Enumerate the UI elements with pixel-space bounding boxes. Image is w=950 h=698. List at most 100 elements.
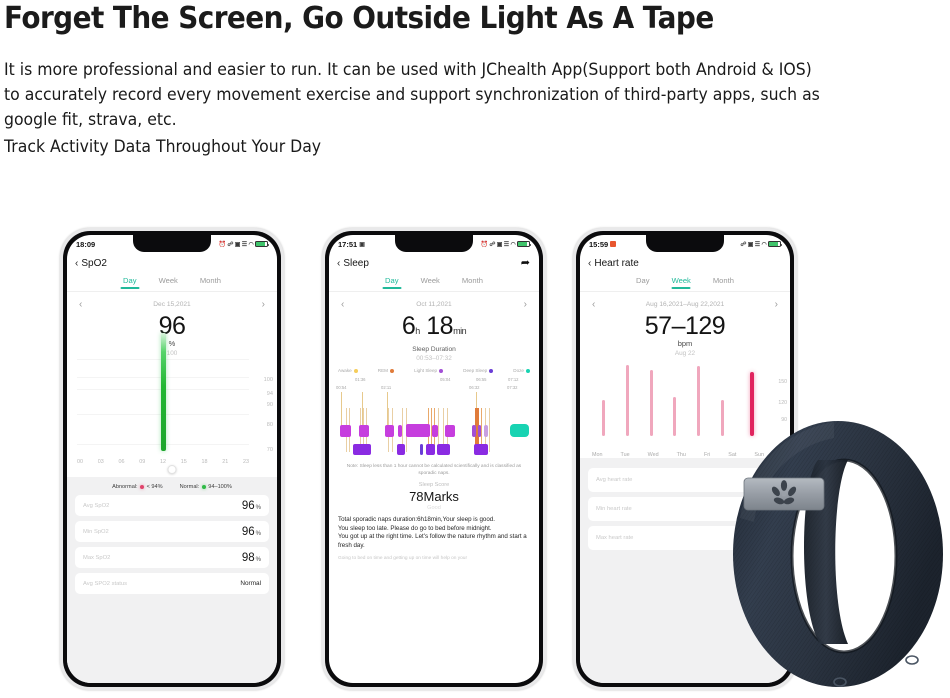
heart-rate-summary-panel: Avg heart rate Min heart rate Max heart …	[580, 458, 790, 683]
tab-month[interactable]: Month	[712, 276, 734, 285]
clasp	[743, 477, 825, 511]
spo2-gridlines	[77, 333, 249, 451]
tab-week[interactable]: Week	[420, 276, 440, 285]
advice-line-3: You got up at the right time. Let's foll…	[338, 533, 527, 549]
spo2-screen: 18:09 ⏰ ☍ ▣ ☰ ◠ ‹ SpO2	[67, 235, 277, 683]
heart-rate-chart: 150 120 90 Mon Tue Wed Thu Fri Sat Sun	[580, 358, 790, 458]
legend-abnormal-range: < 94%	[146, 484, 163, 490]
hr-ytick-150: 150	[778, 379, 787, 385]
back-icon[interactable]: ‹	[588, 257, 592, 269]
legend-normal-range: 94–100%	[208, 484, 232, 490]
spo2-ytick-94: 94	[266, 390, 273, 397]
hr-bar-wed	[650, 370, 654, 437]
status-bar-time: 15:59	[589, 239, 609, 249]
prev-date-button[interactable]: ‹	[592, 299, 596, 310]
hypno-time-4: 06:32	[469, 385, 480, 390]
screen-title: Sleep	[343, 258, 369, 269]
stat-row-spo2-status[interactable]: Avg SPO2 status Normal	[75, 573, 269, 594]
hr-xtick-sun: Sun	[754, 452, 764, 458]
xtick-5: 15	[180, 459, 187, 465]
legend-doze-label: Doze	[513, 368, 524, 373]
notification-icon	[610, 241, 617, 247]
legend-normal-label: Normal:	[179, 484, 200, 490]
xtick-2: 06	[118, 459, 125, 465]
sleep-duration-block: 6h 18min Sleep Duration 00:53–07:32	[329, 312, 539, 362]
hr-bar-mon	[602, 400, 606, 437]
hr-bar-thu	[672, 397, 676, 437]
hr-xtick-thu: Thu	[676, 452, 686, 458]
spo2-date-selector: ‹ Dec 15,2021 ›	[67, 292, 277, 310]
stat-label: Min SpO2	[83, 528, 109, 535]
stat-label: Min heart rate	[596, 506, 632, 512]
heart-rate-navbar: ‹ Heart rate	[580, 253, 790, 272]
heart-rate-tabs: Day Week Month	[580, 276, 790, 292]
hr-bar-sat	[721, 399, 724, 437]
tab-day[interactable]: Day	[123, 276, 137, 289]
tab-day[interactable]: Day	[385, 276, 399, 289]
spo2-bar	[161, 333, 167, 451]
description-line-2: to accurately record every movement exer…	[4, 85, 820, 104]
spo2-value: 96	[158, 312, 186, 340]
spo2-summary-panel: Abnormal: < 94% Normal: 94–100% Avg SpO2	[67, 477, 277, 683]
spo2-ytick-70: 70	[266, 447, 273, 454]
prev-date-button[interactable]: ‹	[79, 299, 83, 310]
phone-notch	[395, 235, 473, 252]
stat-number: 96	[241, 525, 255, 538]
description-paragraph: It is more professional and easier to ru…	[4, 57, 859, 132]
spo2-ytick-80: 80	[266, 421, 273, 428]
stat-row-avg-spo2[interactable]: Avg SpO2 96%	[75, 495, 269, 516]
doze-dot-icon	[526, 368, 530, 373]
sleep-advice: Total sporadic naps duration:6h18min,You…	[329, 511, 539, 550]
tab-month[interactable]: Month	[199, 276, 221, 285]
phone-notch	[133, 235, 211, 252]
heart-rate-xaxis: Mon Tue Wed Thu Fri Sat Sun	[592, 452, 764, 458]
back-icon[interactable]: ‹	[337, 257, 341, 269]
spo2-unit: %	[168, 339, 176, 348]
hr-xtick-mon: Mon	[592, 452, 603, 458]
legend-light-sleep: Light Sleep	[414, 368, 444, 373]
back-icon[interactable]: ‹	[75, 257, 79, 269]
spo2-time-slider[interactable]	[67, 465, 277, 477]
legend-awake: Awake	[338, 368, 358, 373]
prev-date-button[interactable]: ‹	[341, 299, 345, 310]
tab-day[interactable]: Day	[636, 276, 650, 285]
light-sleep-dot-icon	[439, 368, 444, 373]
sleep-duration: 6h 18min	[329, 312, 539, 345]
current-date: Oct 11,2021	[416, 301, 452, 308]
screen-title: SpO2	[81, 258, 107, 269]
spo2-tabs: Day Week Month	[67, 276, 277, 292]
battery-icon	[517, 240, 531, 248]
battery-icon	[768, 240, 782, 248]
spo2-xaxis: 00 03 06 09 12 15 18 21 23	[77, 459, 249, 465]
sleep-score-caption: Sleep Score	[418, 482, 450, 488]
phone-bezel: 18:09 ⏰ ☍ ▣ ☰ ◠ ‹ SpO2	[63, 231, 281, 687]
share-icon[interactable]: ➦	[520, 257, 530, 269]
tab-month[interactable]: Month	[461, 276, 483, 285]
spo2-reading: 96 % 100	[67, 312, 277, 357]
watch-band-product-photo	[726, 398, 950, 698]
status-bar: 18:09 ⏰ ☍ ▣ ☰ ◠	[67, 235, 277, 253]
advice-line-1: Total sporadic naps duration:6h18min,You…	[338, 516, 495, 523]
tab-week[interactable]: Week	[158, 276, 178, 285]
stat-unit: %	[255, 504, 261, 511]
hr-xtick-wed: Wed	[647, 452, 659, 458]
next-date-button[interactable]: ›	[774, 299, 778, 310]
stat-row-max-spo2[interactable]: Max SpO2 98%	[75, 547, 269, 568]
spo2-chart: 100 94 90 80 70 00 03 06 09 12 15 18 21 …	[67, 333, 277, 465]
legend-doze: Doze	[513, 368, 530, 373]
xtick-4: 12	[160, 459, 166, 465]
xtick-1: 03	[97, 459, 104, 465]
tab-week[interactable]: Week	[672, 276, 691, 289]
screenshot-icon: ▣	[234, 241, 241, 248]
signal-icon: ☰	[241, 241, 247, 248]
stat-row-min-spo2[interactable]: Min SpO2 96%	[75, 521, 269, 542]
sleep-stage-legend: Awake REM Light Sleep Deep Sleep	[329, 362, 539, 373]
hr-ytick-90: 90	[781, 417, 787, 423]
stat-unit: %	[255, 556, 261, 563]
hr-xtick-tue: Tue	[620, 452, 630, 458]
status-bar: 15:59 ☍ ▣ ☰ ◠	[580, 235, 790, 253]
signal-icon: ☰	[503, 241, 509, 248]
next-date-button[interactable]: ›	[523, 299, 527, 310]
next-date-button[interactable]: ›	[261, 299, 265, 310]
sleep-navbar: ‹ Sleep ➦	[329, 253, 539, 272]
